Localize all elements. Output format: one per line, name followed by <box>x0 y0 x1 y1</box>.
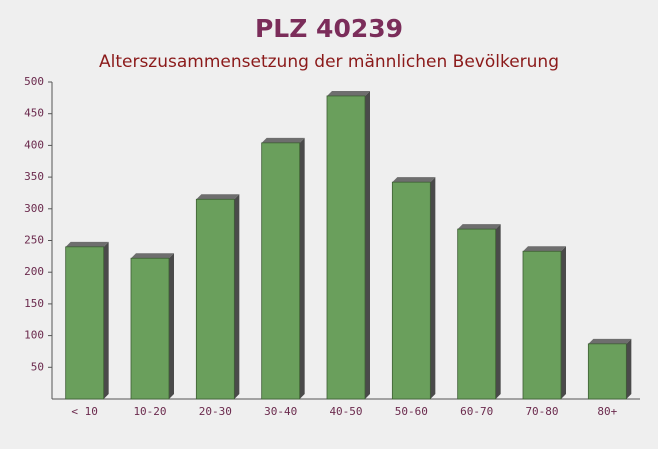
x-tick-label: 80+ <box>597 405 617 418</box>
y-tick-label: 400 <box>24 138 44 151</box>
bar <box>457 228 497 400</box>
bar-side <box>169 253 174 399</box>
y-tick-label: 500 <box>24 75 44 88</box>
bar <box>130 257 170 400</box>
x-tick-label: 40-50 <box>329 405 362 418</box>
bar <box>261 142 301 400</box>
x-tick-label: 10-20 <box>133 405 166 418</box>
y-tick-label: 350 <box>24 170 44 183</box>
bar-side <box>626 338 632 399</box>
bar <box>195 198 235 400</box>
x-tick-label: 50-60 <box>395 405 428 418</box>
bar-top <box>457 224 501 230</box>
bar-top <box>261 137 305 143</box>
y-tick-label: 50 <box>31 360 44 373</box>
bar <box>391 181 431 400</box>
x-tick-label: 60-70 <box>460 405 493 418</box>
bar-top <box>392 177 436 183</box>
bar-side <box>495 224 501 399</box>
bar-side <box>103 241 109 399</box>
bar-top <box>196 194 240 200</box>
bar-top <box>523 246 566 252</box>
y-tick-label: 250 <box>24 234 44 247</box>
y-tick-label: 300 <box>24 202 44 215</box>
bar-top <box>131 253 174 259</box>
chart-title: PLZ 40239 <box>255 14 403 43</box>
bar <box>65 246 105 400</box>
x-tick-label: 30-40 <box>264 405 297 418</box>
bar-side <box>234 194 240 399</box>
bar <box>587 343 627 400</box>
y-tick-label: 450 <box>24 107 44 120</box>
bar-top <box>65 241 109 247</box>
y-tick-label: 100 <box>24 329 44 342</box>
bar-side <box>299 137 305 399</box>
x-tick-label: < 10 <box>71 405 98 418</box>
chart-subtitle: Alterszusammensetzung der männlichen Bev… <box>99 52 559 72</box>
bar <box>326 95 366 400</box>
bar-top <box>327 90 370 96</box>
bar-side <box>430 177 436 399</box>
y-tick-label: 200 <box>24 265 44 278</box>
bar-side <box>365 90 370 399</box>
x-tick-label: 20-30 <box>199 405 232 418</box>
x-tick-label: 70-80 <box>525 405 558 418</box>
y-tick-label: 150 <box>24 297 44 310</box>
bar <box>522 250 562 400</box>
bar-top <box>588 338 632 344</box>
bar-side <box>561 246 566 399</box>
